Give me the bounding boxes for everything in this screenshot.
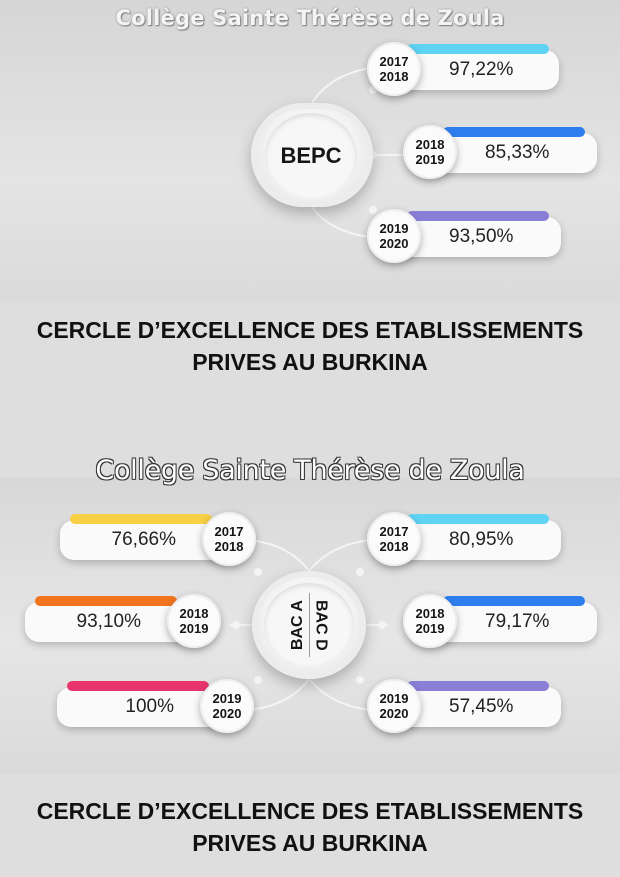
- bac-d-label: BAC D: [312, 599, 330, 651]
- bepc-label: BEPC: [280, 143, 342, 168]
- year-end: 2019: [415, 152, 445, 167]
- accent-bar: [407, 514, 549, 524]
- accent-bar: [407, 681, 549, 691]
- hub-divider: [308, 593, 310, 657]
- accent-bar: [407, 211, 549, 221]
- success-rate: 57,45%: [449, 696, 514, 717]
- year-start: 2019: [212, 691, 242, 706]
- headline: CERCLE D’EXCELLENCE DES ETABLISSEMENTS P…: [0, 314, 620, 378]
- year-badge: 2017 2018: [367, 512, 421, 566]
- year-badge: 2018 2019: [403, 125, 457, 179]
- result-card-bepc-2018-2019: 2018 2019 85,33%: [403, 125, 597, 179]
- year-badge: 2017 2018: [367, 42, 421, 96]
- result-card-bac-d-2017-2018: 2017 2018 80,95%: [367, 512, 561, 566]
- school-title: Collège Sainte Thérèse de Zoula: [95, 455, 525, 486]
- accent-bar: [407, 44, 549, 54]
- school-title: Collège Sainte Thérèse de Zoula: [115, 6, 505, 30]
- year-start: 2017: [379, 524, 409, 539]
- year-end: 2018: [379, 69, 409, 84]
- success-rate: 85,33%: [485, 142, 550, 163]
- result-card-bepc-2019-2020: 2019 2020 93,50%: [367, 209, 561, 263]
- year-badge: 2018 2019: [167, 594, 221, 648]
- headline-band-bottom: [0, 774, 620, 877]
- accent-bar: [443, 596, 585, 606]
- headline: CERCLE D’EXCELLENCE DES ETABLISSEMENTS P…: [0, 795, 620, 859]
- bac-hub-inner: BAC A BAC D: [264, 583, 354, 667]
- headline-band-top: [0, 303, 620, 478]
- year-end: 2019: [179, 621, 209, 636]
- year-start: 2018: [179, 606, 209, 621]
- year-end: 2020: [212, 706, 242, 721]
- headline-line-2: PRIVES AU BURKINA: [192, 349, 428, 375]
- year-end: 2020: [379, 236, 409, 251]
- result-card-bepc-2017-2018: 2017 2018 97,22%: [367, 42, 559, 96]
- year-end: 2019: [415, 621, 445, 636]
- year-badge: 2017 2018: [202, 512, 256, 566]
- year-end: 2018: [214, 539, 244, 554]
- year-start: 2018: [415, 606, 445, 621]
- year-start: 2019: [379, 691, 409, 706]
- year-end: 2018: [379, 539, 409, 554]
- success-rate: 93,10%: [76, 611, 141, 632]
- bac-hub: BAC A BAC D: [252, 571, 366, 679]
- result-card-bac-a-2017-2018: 2017 2018 76,66%: [60, 512, 256, 566]
- year-badge: 2018 2019: [403, 594, 457, 648]
- year-start: 2019: [379, 221, 409, 236]
- result-card-bac-a-2019-2020: 2019 2020 100%: [57, 679, 254, 733]
- accent-bar: [35, 596, 177, 606]
- success-rate: 93,50%: [449, 226, 514, 247]
- bepc-hub-inner: BEPC: [265, 113, 357, 199]
- bepc-hub: BEPC: [251, 103, 373, 207]
- year-badge: 2019 2020: [367, 679, 421, 733]
- accent-bar: [67, 681, 209, 691]
- year-end: 2020: [379, 706, 409, 721]
- result-card-bac-d-2019-2020: 2019 2020 57,45%: [367, 679, 561, 733]
- year-badge: 2019 2020: [367, 209, 421, 263]
- year-badge: 2019 2020: [200, 679, 254, 733]
- year-start: 2017: [379, 54, 409, 69]
- headline-line-1: CERCLE D’EXCELLENCE DES ETABLISSEMENTS: [36, 317, 584, 343]
- headline-line-1: CERCLE D’EXCELLENCE DES ETABLISSEMENTS: [36, 798, 584, 824]
- success-rate: 76,66%: [111, 529, 176, 550]
- success-rate: 80,95%: [449, 529, 514, 550]
- bac-a-label: BAC A: [288, 599, 306, 651]
- year-start: 2017: [214, 524, 244, 539]
- headline-line-2: PRIVES AU BURKINA: [192, 830, 428, 856]
- result-card-bac-d-2018-2019: 2018 2019 79,17%: [403, 594, 597, 648]
- accent-bar: [70, 514, 212, 524]
- success-rate: 100%: [125, 696, 174, 717]
- result-card-bac-a-2018-2019: 2018 2019 93,10%: [25, 594, 221, 648]
- year-start: 2018: [415, 137, 445, 152]
- success-rate: 79,17%: [485, 611, 550, 632]
- accent-bar: [443, 127, 585, 137]
- success-rate: 97,22%: [449, 59, 514, 80]
